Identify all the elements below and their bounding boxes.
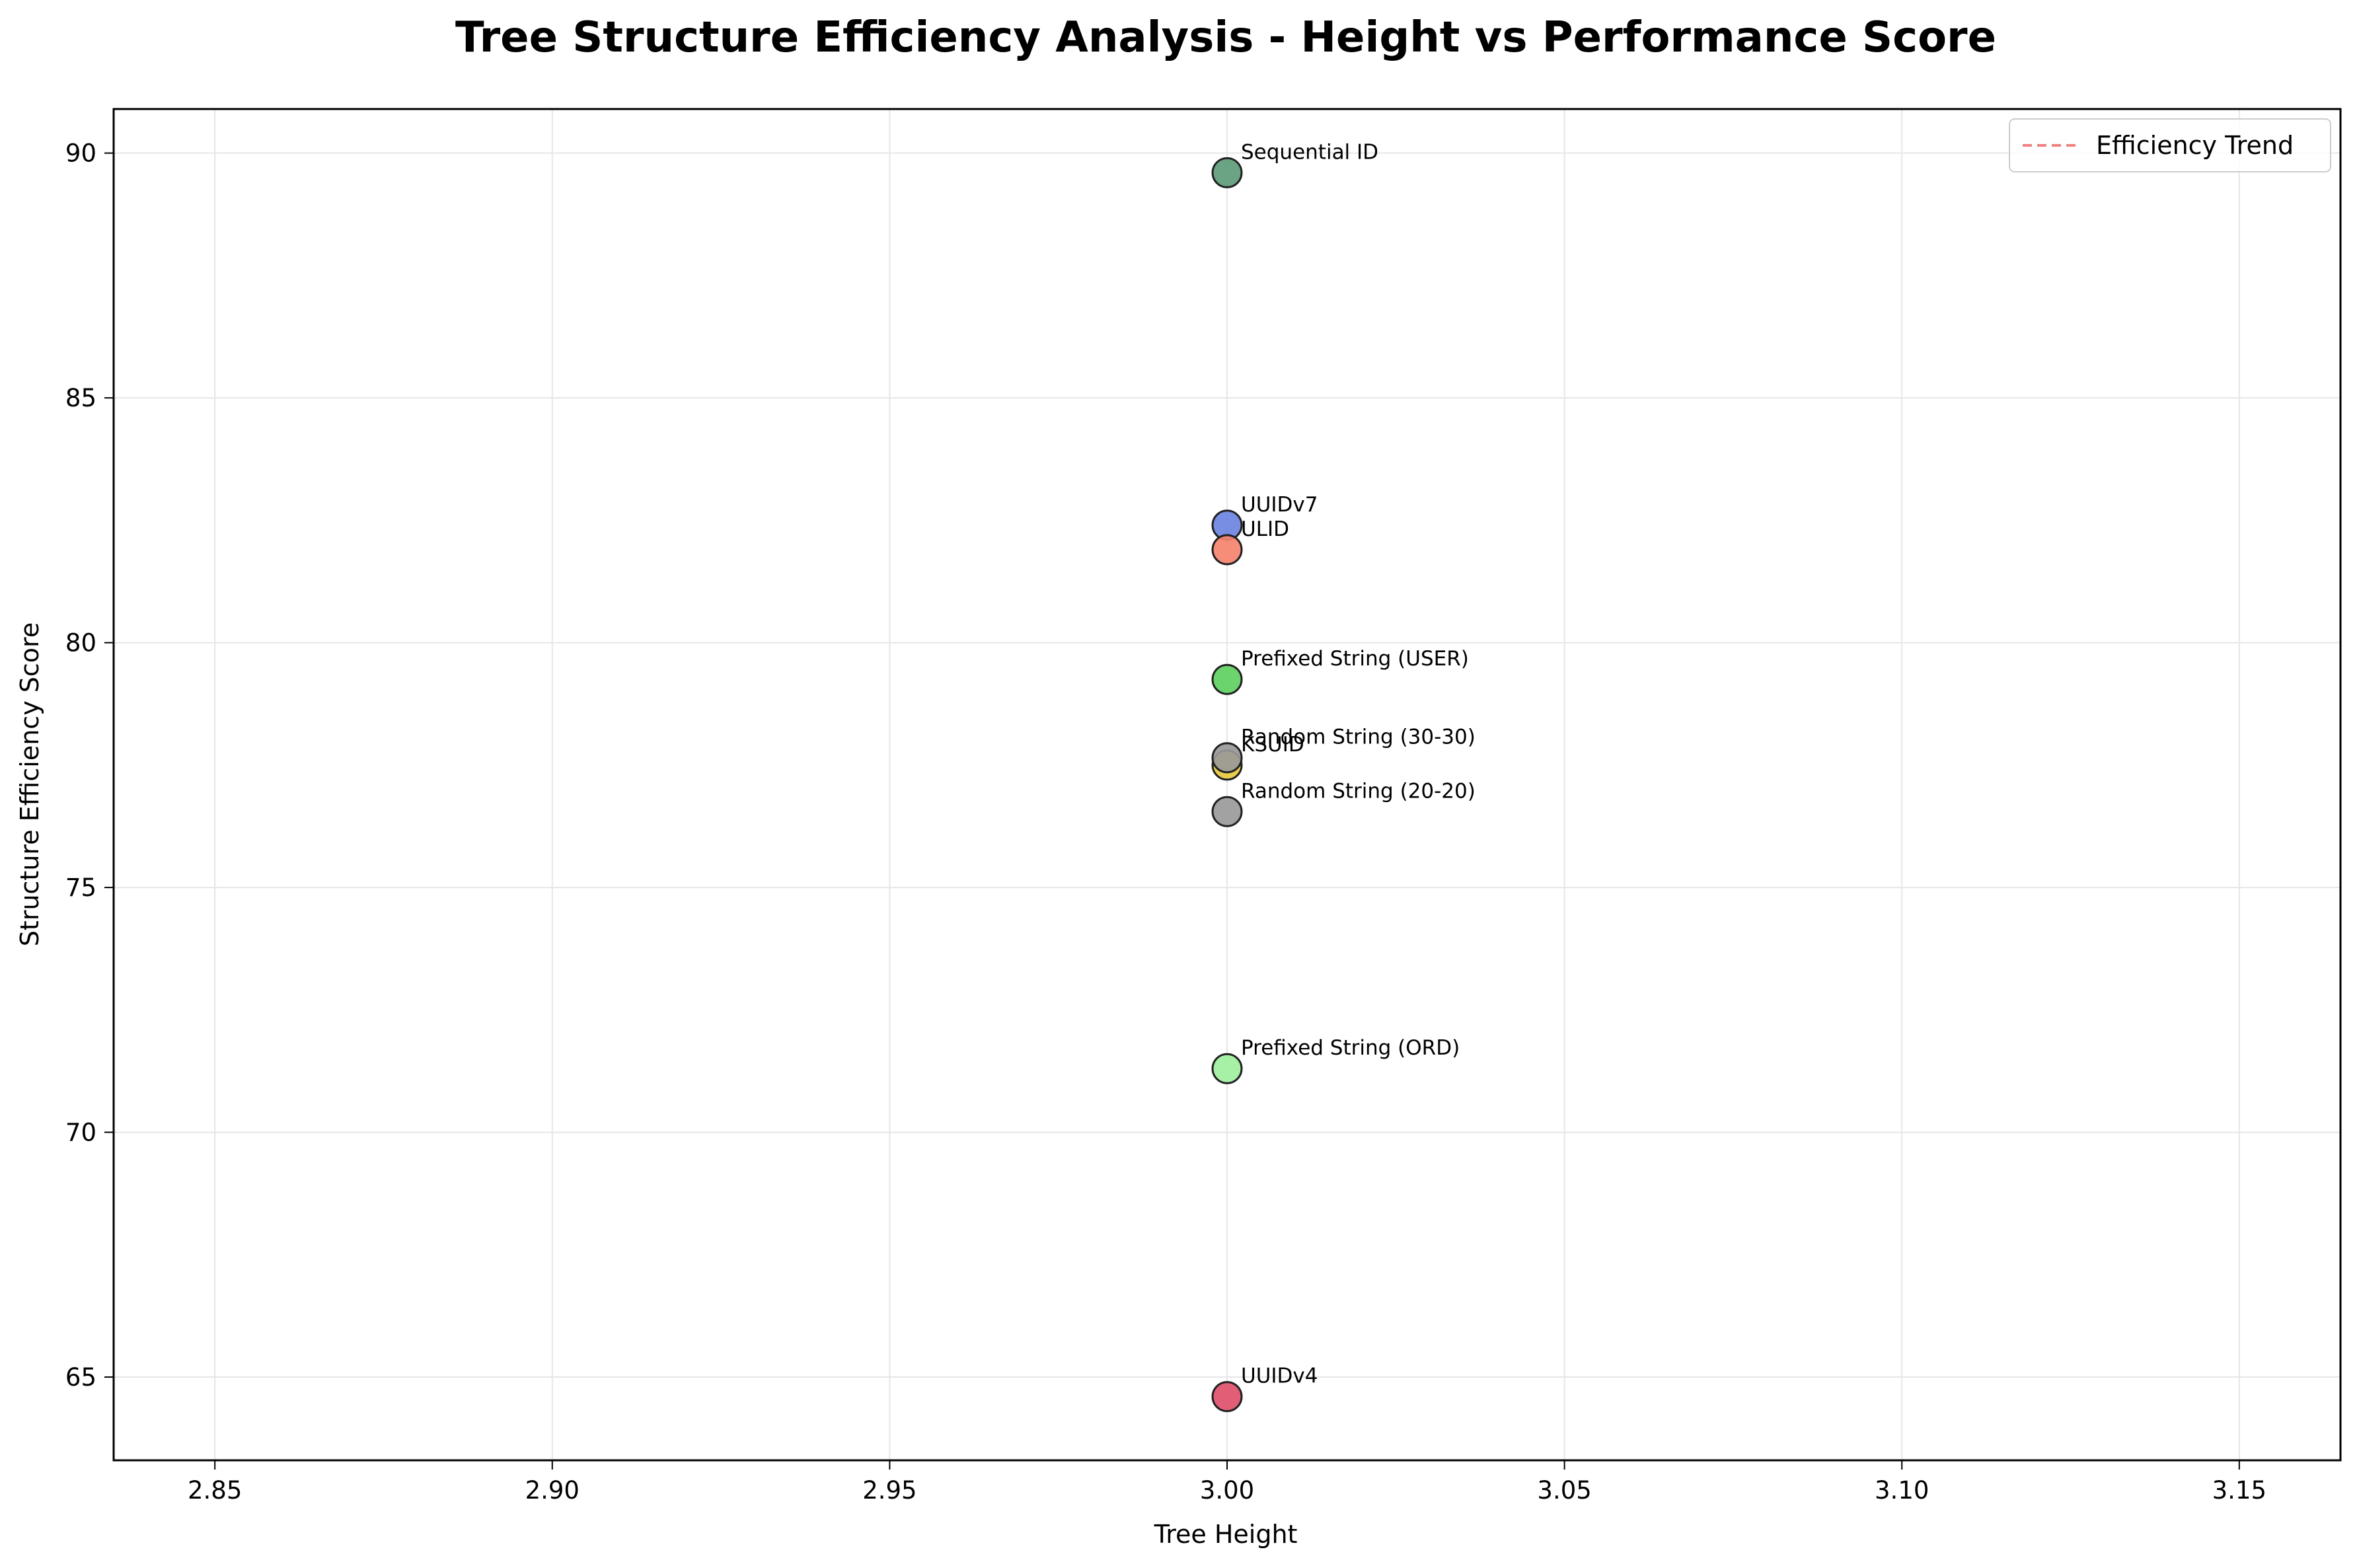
y-tick-label: 70 [65, 1119, 96, 1147]
legend-box [2009, 118, 2331, 172]
x-axis-label: Tree Height [1154, 1520, 1298, 1549]
data-point [1211, 1381, 1243, 1413]
data-point-label: UUIDv4 [1241, 1364, 1318, 1388]
y-tick-label: 80 [65, 629, 96, 657]
data-point-label: KSUID [1241, 733, 1304, 757]
legend-entry-efficiency-trend: Efficiency Trend [2096, 131, 2294, 160]
y-tick-label: 90 [65, 139, 96, 168]
x-tick-label: 2.95 [862, 1476, 917, 1505]
data-point-label: Random String (20-20) [1241, 779, 1476, 803]
x-axis-ticks: 2.85 2.90 2.95 3.00 3.05 3.10 3.15 [188, 1460, 2266, 1505]
x-tick-label: 2.85 [188, 1476, 242, 1505]
y-tick-label: 75 [65, 874, 96, 902]
data-point [1211, 742, 1243, 774]
data-point-label: Prefixed String (USER) [1241, 647, 1469, 671]
y-tick-label: 85 [65, 384, 96, 412]
data-point-label: Sequential ID [1241, 140, 1378, 164]
data-point [1211, 534, 1243, 566]
grid-lines [114, 109, 2340, 1460]
x-tick-label: 3.15 [2212, 1476, 2266, 1505]
y-axis-ticks: 65 70 75 80 85 90 [65, 139, 114, 1392]
x-tick-label: 3.00 [1200, 1476, 1254, 1505]
chart-title: Tree Structure Efficiency Analysis - Hei… [455, 13, 1996, 62]
y-tick-label: 65 [65, 1363, 96, 1392]
data-point-label: UUIDv7 [1241, 493, 1318, 517]
data-points [1211, 157, 1243, 1413]
data-point-label: ULID [1241, 517, 1289, 541]
data-point [1211, 1053, 1243, 1084]
data-point-label: Random String (30-30) [1241, 726, 1476, 749]
data-point-label: Prefixed String (ORD) [1241, 1036, 1460, 1060]
data-point [1211, 663, 1243, 695]
data-point [1211, 157, 1243, 188]
x-tick-label: 3.10 [1875, 1476, 1929, 1505]
x-tick-label: 2.90 [525, 1476, 580, 1505]
data-point [1211, 796, 1243, 827]
legend: Efficiency Trend [2009, 118, 2331, 172]
y-axis-label: Structure Efficiency Score [15, 622, 44, 946]
x-tick-label: 3.05 [1537, 1476, 1591, 1505]
